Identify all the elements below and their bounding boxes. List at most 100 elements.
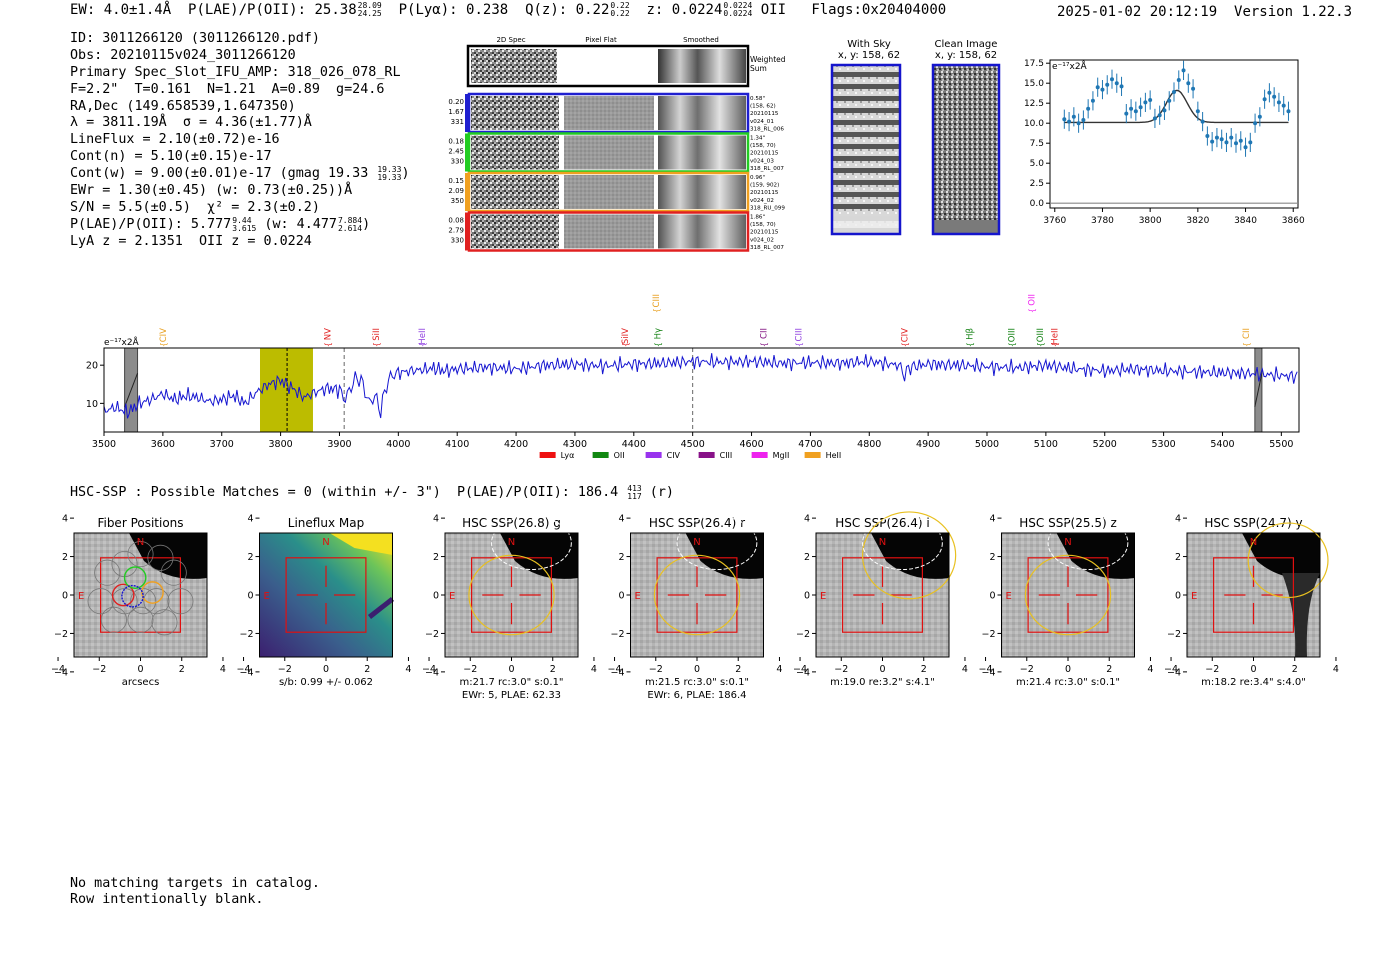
cutout-row-stat: 0.15	[448, 177, 464, 185]
emission-line-marker: OIII{	[1036, 328, 1046, 347]
fit-data-point	[1124, 111, 1129, 116]
spectrum-x-tick: 4900	[916, 439, 940, 450]
panel-x-tick: −4	[979, 664, 993, 675]
fit-y-tick: 5.0	[1030, 159, 1045, 169]
info-lineflux: LineFlux = 2.10(±0.72)e-16	[70, 132, 280, 148]
panel-y-tick: −2	[610, 629, 624, 640]
fit-data-point	[1286, 109, 1291, 114]
legend-swatch	[645, 452, 662, 458]
cutout-row-stat: 331	[451, 118, 464, 126]
panel-title: Fiber Positions	[97, 516, 183, 530]
emission-line-label: Hβ	[965, 328, 975, 340]
fit-data-point	[1195, 109, 1200, 114]
cutout-pixel-flat	[564, 96, 654, 130]
fit-data-point	[1176, 78, 1181, 82]
header-datetime-version: 2025-01-02 20:12:19 Version 1.22.3	[1057, 4, 1352, 20]
cutout-2d-spec	[471, 214, 559, 249]
fiber-circle	[111, 588, 138, 615]
info-lambda: λ = 3811.19Å σ = 4.36(±1.77)Å	[70, 115, 312, 131]
fit-data-point	[1062, 117, 1067, 122]
fit-data-point	[1210, 139, 1215, 144]
emission-line-marker: NV {	[324, 328, 334, 347]
panel-x-tick: 4	[962, 664, 968, 675]
cutout-pixel-flat	[564, 175, 654, 209]
cutout-row-meta: (158, 70)	[750, 222, 776, 228]
north-label: N	[879, 537, 886, 548]
panel-caption: EWr: 6, PLAE: 186.4	[647, 690, 746, 701]
cutout-row-meta: 20210115	[750, 151, 779, 157]
emission-line-label: Hγ	[653, 328, 663, 339]
fit-data-point	[1129, 106, 1134, 111]
panel-x-tick: 4	[1333, 664, 1339, 675]
fit-data-point	[1243, 145, 1248, 150]
fit-data-point	[1200, 119, 1205, 124]
emission-line-label: CII	[759, 328, 769, 339]
cutout-row-stat: 330	[451, 237, 464, 245]
aperture-box	[1027, 557, 1109, 633]
spectrum-ylabel: e⁻¹⁷x2Å	[104, 336, 140, 348]
clean-image-title: Clean Image	[935, 39, 998, 50]
spectrum-y-tick: 10	[86, 399, 98, 410]
north-label: N	[508, 537, 515, 548]
panel-x-tick: 0	[879, 664, 885, 675]
emission-line-label: CIII	[795, 328, 805, 341]
neighbor-ellipse	[862, 515, 943, 571]
spectrum-line	[103, 353, 1298, 419]
east-label: E	[820, 591, 826, 602]
info-contn: Cont(n) = 5.10(±0.15)e-17	[70, 149, 272, 165]
neighbor-ellipse	[676, 515, 758, 571]
panel-y-tick: 2	[989, 552, 995, 563]
cutout-row-stat: 0.08	[448, 217, 464, 225]
footer-line1: No matching targets in catalog.	[70, 876, 320, 891]
fit-y-tick: 10.0	[1024, 119, 1044, 129]
fiber-circle	[94, 559, 121, 586]
emission-line-marker: CIII{	[795, 328, 805, 347]
panel-title: HSC SSP(26.4) i	[835, 516, 930, 530]
source-ellipse	[653, 554, 741, 636]
emission-line-label: OIII	[1008, 328, 1018, 342]
svg-text:{: {	[1242, 342, 1251, 347]
fit-data-point	[1262, 97, 1267, 102]
z-value: 0.0224	[671, 2, 723, 18]
plya-value: 0.238	[466, 2, 509, 18]
spectrum-x-tick: 4100	[445, 439, 469, 450]
fit-data-point	[1148, 98, 1153, 102]
aperture-box	[656, 557, 738, 633]
cutout-color-bar	[465, 212, 469, 251]
spectrum-x-tick: 5000	[975, 439, 999, 450]
fit-data-point	[1219, 137, 1224, 142]
header-summary: EW: 4.0±1.4Å P(LAE)/P(OII): 25.38 28.09 24…	[70, 1, 947, 19]
neighbor-ellipse	[1047, 515, 1129, 571]
panel-x-tick: −2	[1020, 664, 1034, 675]
clean-image-coords: x, y: 158, 62	[935, 50, 997, 61]
panel-y-tick: 2	[618, 552, 624, 563]
source-ellipse	[1247, 522, 1329, 599]
east-label: E	[78, 591, 84, 602]
neighbor-ellipse	[491, 515, 572, 571]
panel-y-tick: 0	[247, 591, 253, 602]
svg-text:{: {	[1051, 342, 1060, 347]
cutout-row-meta: 20210115	[750, 190, 779, 196]
fiber-circle	[87, 588, 114, 615]
fiber-circle	[160, 559, 187, 586]
aperture-box	[841, 557, 923, 633]
fit-data-point	[1181, 68, 1186, 73]
panel-x-tick: 2	[921, 664, 927, 675]
fit-model-curve	[1064, 89, 1289, 124]
spectrum-x-tick: 3500	[92, 439, 116, 450]
spectrum-x-tick: 3800	[269, 439, 293, 450]
legend-swatch	[804, 452, 821, 458]
fit-x-tick: 3760	[1043, 216, 1066, 226]
emission-line-marker: CIII{	[652, 294, 662, 313]
panel-y-tick: 4	[989, 514, 995, 525]
cutout-row-stat: 2.09	[448, 187, 464, 195]
panel-y-tick: −4	[796, 667, 810, 678]
panel-x-tick: 0	[508, 664, 514, 675]
legend-swatch	[698, 452, 715, 458]
fiber-circle	[167, 588, 194, 615]
info-id: ID: 3011266120 (3011266120.pdf)	[70, 31, 320, 46]
cutout-2d-spec	[471, 175, 559, 209]
